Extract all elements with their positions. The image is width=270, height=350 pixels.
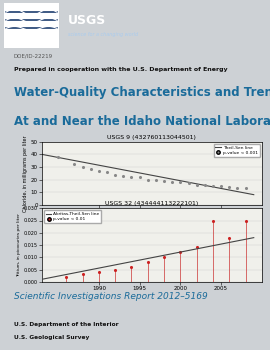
Point — [121, 173, 126, 178]
Point — [64, 274, 69, 280]
Point — [203, 182, 207, 187]
Bar — [4, 3, 59, 48]
Point — [186, 181, 191, 186]
Point — [244, 186, 248, 191]
Point — [170, 179, 174, 185]
Point — [162, 254, 166, 260]
Point — [97, 269, 101, 275]
Point — [137, 174, 142, 180]
Point — [72, 162, 77, 167]
Point — [129, 174, 134, 180]
Point — [235, 186, 239, 191]
Point — [227, 235, 231, 240]
Point — [211, 218, 215, 223]
Title: USGS 9 (432760113044501): USGS 9 (432760113044501) — [107, 135, 196, 140]
Point — [146, 177, 150, 182]
Title: USGS 32 (434444113222101): USGS 32 (434444113222101) — [105, 202, 198, 206]
Point — [105, 169, 109, 175]
Point — [178, 179, 183, 185]
Point — [195, 245, 199, 250]
Text: DOE/ID-22219: DOE/ID-22219 — [14, 54, 53, 58]
Legend: Akritas-Theil-Sen line, p-value < 0.01: Akritas-Theil-Sen line, p-value < 0.01 — [44, 210, 102, 223]
Point — [56, 154, 60, 160]
Point — [154, 177, 158, 182]
Point — [80, 272, 85, 277]
Text: Water-Quality Characteristics and Trends for Selected Sites: Water-Quality Characteristics and Trends… — [14, 86, 270, 99]
Point — [244, 218, 248, 223]
Point — [211, 183, 215, 189]
Point — [129, 264, 134, 270]
Point — [178, 250, 183, 255]
Point — [219, 183, 223, 189]
Legend: Theil-Sen line, p-value < 0.001: Theil-Sen line, p-value < 0.001 — [214, 144, 260, 157]
Text: USGS: USGS — [68, 14, 106, 27]
Point — [146, 259, 150, 265]
Text: Scientific Investigations Report 2012–5169: Scientific Investigations Report 2012–51… — [14, 292, 207, 301]
Point — [227, 184, 231, 190]
Text: Prepared in cooperation with the U.S. Department of Energy: Prepared in cooperation with the U.S. De… — [14, 67, 227, 72]
Point — [97, 168, 101, 174]
Text: science for a changing world: science for a changing world — [68, 33, 138, 37]
Point — [80, 164, 85, 170]
Point — [113, 172, 117, 177]
Text: At and Near the Idaho National Laboratory, Idaho, 1949–2009: At and Near the Idaho National Laborator… — [14, 115, 270, 128]
Point — [195, 182, 199, 187]
Y-axis label: Chloride, in milligrams per liter: Chloride, in milligrams per liter — [23, 135, 28, 211]
Y-axis label: Tritium, in picocuries per liter: Tritium, in picocuries per liter — [17, 213, 21, 277]
Point — [162, 178, 166, 184]
Point — [89, 167, 93, 172]
Text: U.S. Department of the Interior: U.S. Department of the Interior — [14, 322, 118, 327]
Text: U.S. Geological Survey: U.S. Geological Survey — [14, 335, 89, 340]
Point — [113, 267, 117, 272]
